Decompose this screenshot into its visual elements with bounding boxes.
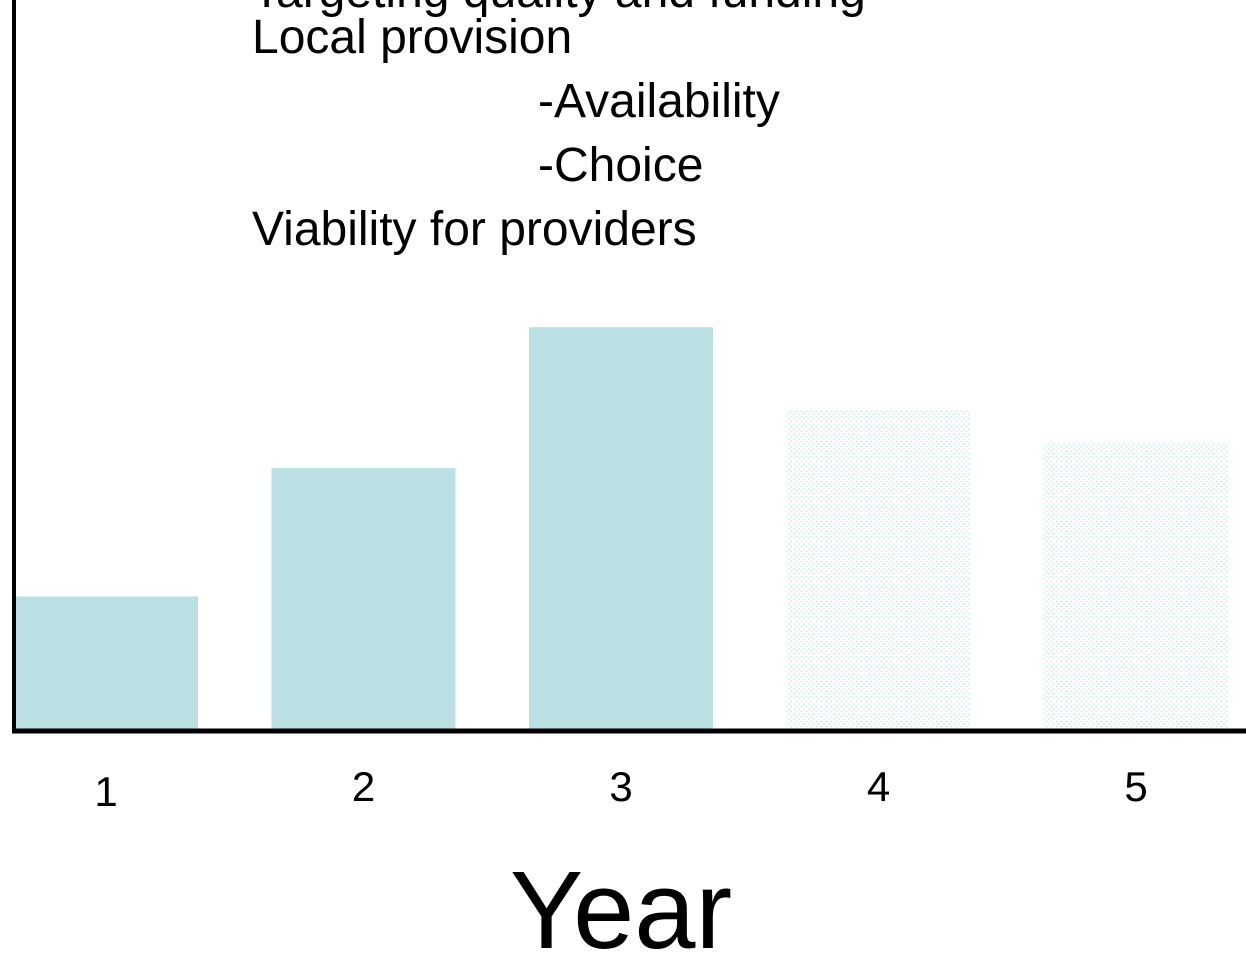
x-tick-label-3: 3: [609, 763, 632, 810]
bar-year-2: [271, 468, 456, 731]
x-tick-label-2: 2: [352, 763, 375, 810]
annotation-availability: -Availability: [538, 75, 780, 128]
ticks-layer: 1 2 3 4 5: [94, 763, 1147, 815]
x-tick-label-4: 4: [867, 763, 890, 810]
bar-year-5: [1044, 442, 1228, 731]
bar-year-4: [786, 410, 971, 731]
annotation-viability: Viability for providers: [252, 203, 697, 256]
annotation-local-provision: Local provision: [252, 11, 573, 64]
x-tick-label-1: 1: [94, 768, 117, 815]
bars-layer: [14, 327, 1228, 731]
bar-year-3: [529, 327, 713, 731]
annotation-cut-line: Targeting quality and funding: [252, 0, 866, 24]
x-axis-label: Year: [510, 849, 732, 956]
annotation-choice: -Choice: [538, 139, 704, 192]
bar-year-1: [14, 596, 198, 731]
x-tick-label-5: 5: [1124, 763, 1147, 810]
